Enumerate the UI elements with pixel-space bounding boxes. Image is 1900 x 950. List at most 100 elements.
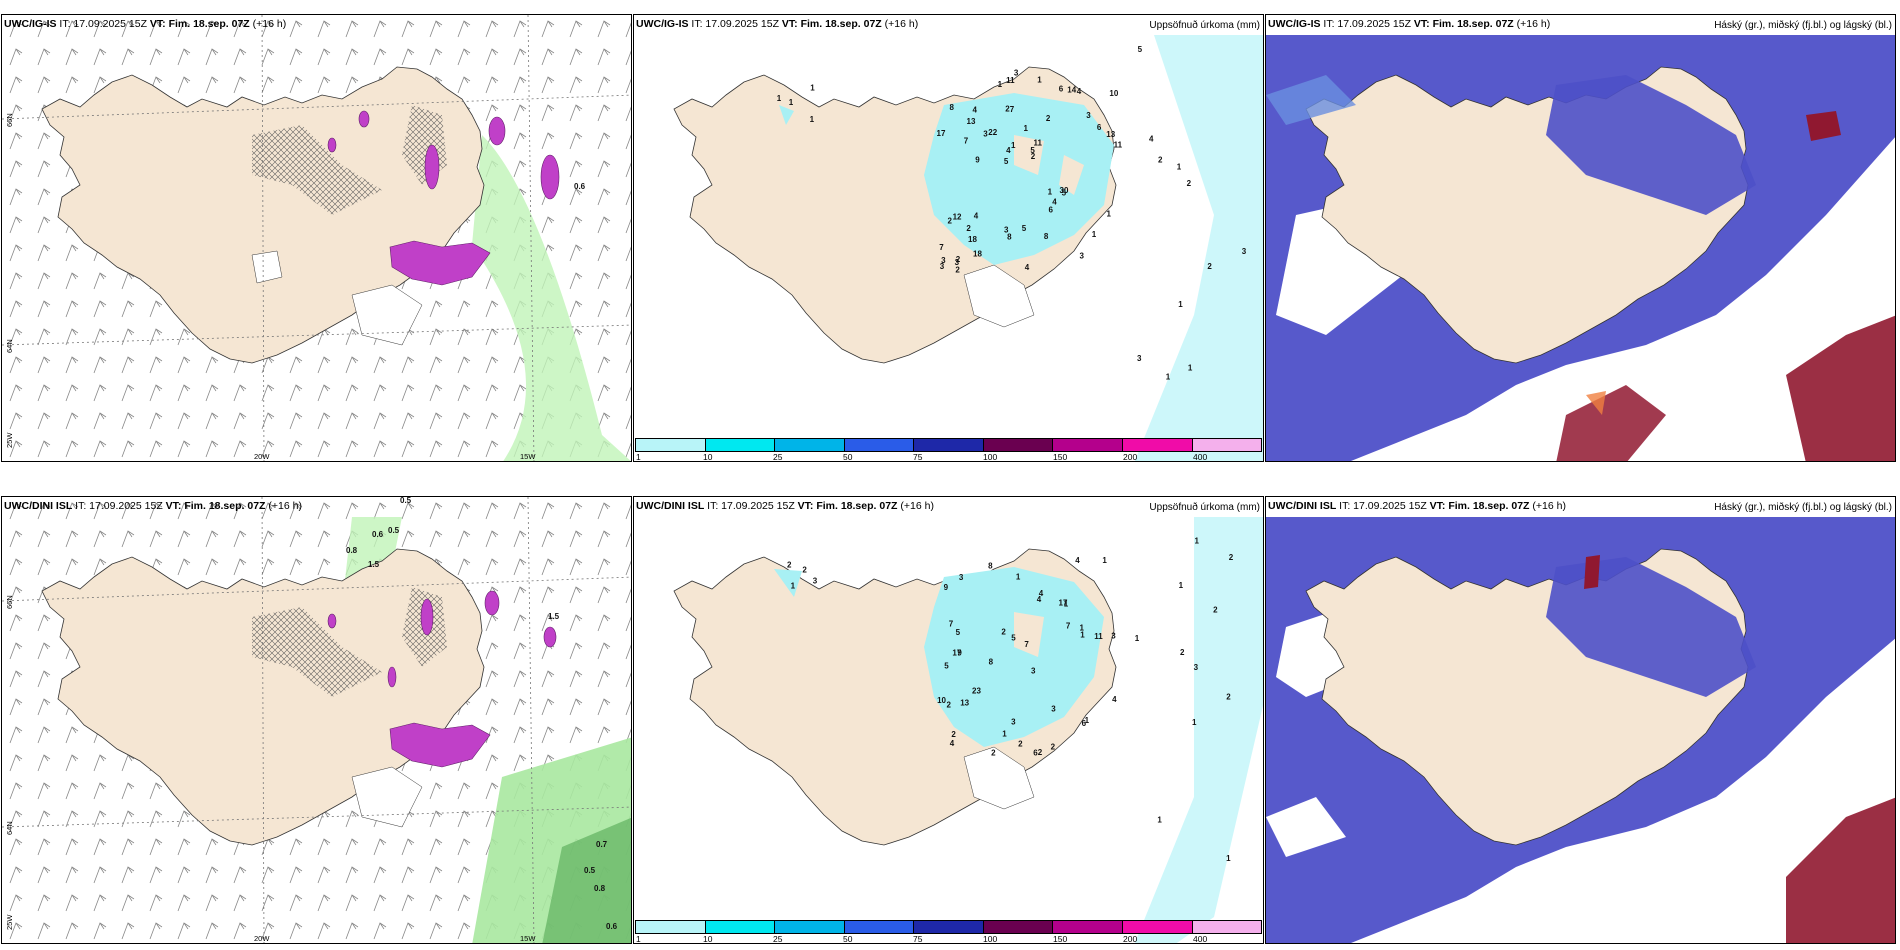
- lon-label: 25W: [5, 914, 14, 930]
- panel-dini-clouds: UWC/DINI ISL IT: 17.09.2025 15Z VT: Fim.…: [1265, 496, 1896, 944]
- precip-value: 6: [1097, 123, 1102, 132]
- precip-value: 7: [939, 243, 944, 252]
- legend-tick: 75: [913, 452, 923, 462]
- precip-value: 5: [944, 661, 949, 670]
- precip-value: 6: [1059, 84, 1064, 93]
- legend-tick: 50: [843, 934, 853, 944]
- legend-bar: [635, 920, 1262, 934]
- wind-value: 0.8: [594, 884, 606, 893]
- lon-label: 15W: [520, 934, 536, 943]
- legend-tick: 10: [703, 934, 713, 944]
- precip-value: 23: [972, 687, 981, 696]
- panel-ig-precip: UWC/IG-IS IT: 17.09.2025 15Z VT: Fim. 18…: [633, 14, 1264, 462]
- legend-bar: [635, 438, 1262, 452]
- precip-value: 4: [1112, 695, 1117, 704]
- precip-value: 13: [1106, 130, 1115, 139]
- cloud-map: [1266, 35, 1895, 461]
- precip-value: 1: [789, 98, 794, 107]
- precip-value: 22: [988, 128, 997, 137]
- precip-value: 3: [1111, 632, 1116, 641]
- precip-value: 17: [1059, 599, 1068, 608]
- precip-value: 4: [950, 739, 955, 748]
- precip-value: 1: [1135, 634, 1140, 643]
- precip-value: 17: [937, 129, 946, 138]
- precip-value: 2: [966, 224, 971, 233]
- precip-value: 1: [1024, 124, 1029, 133]
- precip-value: 1: [1016, 573, 1021, 582]
- legend-tick: 100: [983, 934, 998, 944]
- precip-value: 1: [1064, 599, 1069, 608]
- panel-title: UWC/DINI ISL IT: 17.09.2025 15Z VT: Fim.…: [636, 500, 934, 512]
- lat-label: 66N: [5, 113, 14, 127]
- wind-value: 0.7: [596, 840, 608, 849]
- panel-ig-clouds: UWC/IG-IS IT: 17.09.2025 15Z VT: Fim. 18…: [1265, 14, 1896, 462]
- precip-legend: 1 10 25 50 75 100 150 200 400: [635, 438, 1262, 462]
- precip-value: 4: [973, 105, 978, 114]
- precip-value: 3: [959, 573, 964, 582]
- precip-value: 1: [1002, 729, 1007, 738]
- precip-value: 2: [1229, 553, 1234, 562]
- precip-value: 9: [975, 156, 980, 165]
- panel-ig-wind: UWC/IG-IS IT: 17.09.2025 15Z VT: Fim. 18…: [1, 14, 632, 462]
- precip-value: 1: [1080, 623, 1085, 632]
- precip-value: 11: [1034, 138, 1043, 147]
- precip-value: 1: [1179, 581, 1184, 590]
- lat-label: 64N: [5, 821, 14, 835]
- precip-value: 4: [1077, 87, 1082, 96]
- legend-tick: 10: [703, 452, 713, 462]
- precip-value: 2: [947, 700, 952, 709]
- precip-value: 1: [810, 84, 815, 93]
- legend-tick: 150: [1053, 452, 1068, 462]
- precip-value: 1: [791, 582, 796, 591]
- precip-value: 4: [1037, 595, 1042, 604]
- precip-value: 2: [1213, 606, 1218, 615]
- precip-value: 1: [1085, 716, 1090, 725]
- precip-value: 13: [967, 117, 976, 126]
- precip-value: 2: [948, 217, 953, 226]
- precip-value: 3: [1004, 226, 1009, 235]
- precip-value: 12: [953, 213, 962, 222]
- precip-value: 3: [1014, 68, 1019, 77]
- precip-value: 1: [1107, 209, 1112, 218]
- precip-value: 3: [941, 256, 946, 265]
- precip-value: 4: [1149, 135, 1154, 144]
- precip-value: 1: [810, 115, 815, 124]
- precip-value: 2: [1158, 156, 1163, 165]
- precip-value: 2: [1046, 114, 1051, 123]
- precip-value: 8: [989, 657, 994, 666]
- precip-value: 2: [802, 565, 807, 574]
- precip-value: 2: [1005, 105, 1010, 114]
- legend-tick: 200: [1123, 452, 1138, 462]
- precip-value: 1: [1188, 363, 1193, 372]
- precip-value: 1: [1092, 230, 1097, 239]
- precip-value: 10: [1109, 89, 1118, 98]
- precip-value: 1: [1178, 300, 1183, 309]
- precip-value: 3: [1031, 667, 1036, 676]
- precip-value: 9: [957, 648, 962, 657]
- precip-value: 2: [1187, 179, 1192, 188]
- precip-value: 5: [1030, 146, 1035, 155]
- legend-tick: 1: [636, 934, 641, 944]
- panel-title: UWC/IG-IS IT: 17.09.2025 15Z VT: Fim. 18…: [1268, 18, 1551, 30]
- precip-value: 1: [1080, 631, 1085, 640]
- wind-value: 0.5: [388, 526, 400, 535]
- precip-value: 6: [1033, 748, 1038, 757]
- precip-value: 2: [1226, 693, 1231, 702]
- precip-value: 2: [951, 730, 956, 739]
- precip-value: 2: [1018, 740, 1023, 749]
- precip-value: 6: [1082, 719, 1087, 728]
- precip-value: 5: [1138, 45, 1143, 54]
- panel-title: UWC/DINI ISL IT: 17.09.2025 15Z VT: Fim.…: [4, 500, 302, 512]
- precip-value: 4: [1006, 146, 1011, 155]
- legend-tick: 75: [913, 934, 923, 944]
- precip-value: 1: [777, 94, 782, 103]
- precip-value: 30: [1060, 186, 1069, 195]
- wind-map: 0.5 0.6 0.5 0.8 1.5 1.5 0.7 0.5 0.8 0.6: [2, 497, 631, 943]
- precip-value: 1: [1037, 75, 1042, 84]
- precip-value: 10: [937, 696, 946, 705]
- precip-value: 2: [1207, 262, 1212, 271]
- precip-value: 2: [787, 561, 792, 570]
- precip-value: 7: [964, 137, 969, 146]
- wind-value: 0.8: [346, 546, 358, 555]
- precip-value: 14: [1067, 85, 1076, 94]
